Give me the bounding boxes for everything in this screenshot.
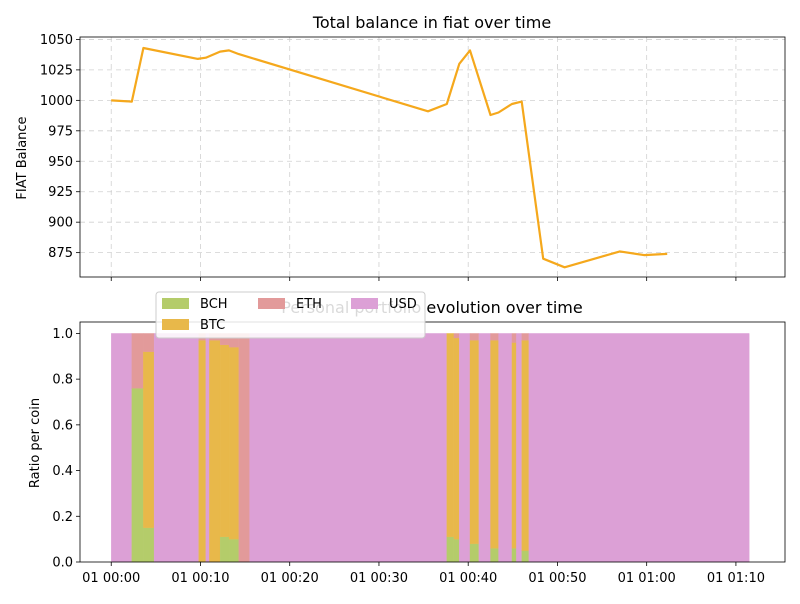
area-bch-segment-15 bbox=[470, 544, 479, 562]
area-eth-segment-9 bbox=[239, 333, 250, 562]
area-usd-segment-16 bbox=[479, 333, 491, 562]
area-usd-segment-10 bbox=[250, 333, 428, 562]
portfolio-xtick-label-2: 01 00:20 bbox=[261, 571, 319, 586]
area-eth-segment-15 bbox=[470, 333, 479, 340]
balance-y-axis-label: FIAT Balance bbox=[15, 116, 30, 199]
area-btc-segment-4 bbox=[199, 340, 206, 562]
balance-line-chart: Total balance in fiat over time FIAT Bal… bbox=[15, 13, 785, 281]
area-usd-segment-11 bbox=[428, 333, 447, 562]
balance-ytick-label-0: 875 bbox=[48, 246, 73, 261]
area-bch-segment-7 bbox=[220, 537, 229, 562]
area-eth-segment-17 bbox=[491, 333, 499, 340]
balance-x-ticks bbox=[111, 277, 736, 281]
legend-swatch-bch bbox=[162, 298, 189, 309]
area-bch-segment-19 bbox=[512, 548, 516, 562]
balance-ytick-label-1: 900 bbox=[48, 216, 73, 231]
legend-swatch-eth bbox=[258, 298, 285, 309]
area-bch-segment-13 bbox=[454, 539, 459, 562]
area-btc-segment-2 bbox=[143, 352, 154, 528]
balance-gridlines bbox=[80, 37, 785, 277]
balance-y-ticks: 875 900 925 950 975 1000 1025 1050 bbox=[40, 33, 80, 261]
legend-swatch-btc bbox=[162, 319, 189, 330]
area-btc-segment-21 bbox=[522, 340, 529, 550]
area-eth-segment-21 bbox=[522, 333, 529, 340]
area-bch-segment-2 bbox=[143, 528, 154, 562]
area-btc-segment-8 bbox=[229, 347, 239, 539]
legend-swatch-usd bbox=[351, 298, 378, 309]
area-eth-segment-19 bbox=[512, 333, 516, 342]
balance-plot-frame bbox=[80, 37, 785, 277]
area-btc-segment-7 bbox=[220, 345, 229, 537]
area-usd-segment-3 bbox=[154, 333, 199, 562]
legend-label-eth: ETH bbox=[296, 297, 322, 312]
legend-label-btc: BTC bbox=[200, 318, 225, 333]
area-btc-segment-12 bbox=[447, 333, 454, 536]
portfolio-area-layer bbox=[111, 333, 749, 562]
area-btc-segment-13 bbox=[454, 338, 459, 539]
balance-chart-title: Total balance in fiat over time bbox=[312, 13, 551, 32]
area-bch-segment-12 bbox=[447, 537, 454, 562]
portfolio-ytick-label-5: 1.0 bbox=[52, 327, 73, 342]
balance-ytick-label-3: 950 bbox=[48, 155, 73, 170]
area-eth-segment-1 bbox=[132, 333, 144, 388]
portfolio-xtick-label-1: 01 00:10 bbox=[171, 571, 229, 586]
portfolio-ytick-label-4: 0.8 bbox=[52, 373, 73, 388]
area-bch-segment-17 bbox=[491, 548, 499, 562]
portfolio-xtick-label-6: 01 01:00 bbox=[618, 571, 676, 586]
portfolio-ytick-label-1: 0.2 bbox=[52, 510, 73, 525]
portfolio-x-ticks: 01 00:00 01 00:10 01 00:20 01 00:30 01 00:40… bbox=[82, 562, 765, 586]
portfolio-ytick-label-3: 0.6 bbox=[52, 418, 73, 433]
area-bch-segment-21 bbox=[522, 551, 529, 562]
area-btc-segment-15 bbox=[470, 340, 479, 543]
balance-ytick-label-4: 975 bbox=[48, 124, 73, 139]
area-usd-segment-18 bbox=[499, 333, 512, 562]
area-btc-segment-17 bbox=[491, 340, 499, 548]
area-btc-segment-6 bbox=[209, 340, 220, 562]
area-usd-segment-5 bbox=[206, 333, 210, 562]
portfolio-legend: BCH BTC ETH USD bbox=[156, 292, 425, 338]
portfolio-xtick-label-5: 01 00:50 bbox=[528, 571, 586, 586]
area-usd-segment-14 bbox=[459, 333, 470, 562]
area-bch-segment-8 bbox=[229, 539, 239, 562]
portfolio-ytick-label-0: 0.0 bbox=[52, 556, 73, 571]
area-eth-segment-13 bbox=[454, 333, 459, 338]
area-usd-segment-22 bbox=[529, 333, 749, 562]
balance-series-layer bbox=[111, 48, 667, 267]
balance-series-line-0 bbox=[111, 48, 667, 267]
portfolio-ytick-label-2: 0.4 bbox=[52, 464, 73, 479]
portfolio-xtick-label-3: 01 00:30 bbox=[350, 571, 408, 586]
balance-ytick-label-7: 1050 bbox=[40, 33, 73, 48]
portfolio-xtick-label-4: 01 00:40 bbox=[439, 571, 497, 586]
balance-ytick-label-5: 1000 bbox=[40, 94, 73, 109]
area-btc-segment-19 bbox=[512, 343, 516, 549]
area-usd-segment-20 bbox=[516, 333, 521, 562]
legend-label-usd: USD bbox=[389, 297, 417, 312]
portfolio-area-chart: Personal portfolio evolution over time R… bbox=[28, 298, 785, 586]
area-eth-segment-2 bbox=[143, 333, 154, 351]
portfolio-y-axis-label: Ratio per coin bbox=[28, 398, 43, 488]
area-usd-segment-0 bbox=[111, 333, 132, 562]
portfolio-y-ticks: 0.0 0.2 0.4 0.6 0.8 1.0 bbox=[52, 327, 80, 571]
legend-label-bch: BCH bbox=[200, 297, 228, 312]
legend-box bbox=[156, 292, 425, 338]
portfolio-xtick-label-0: 01 00:00 bbox=[82, 571, 140, 586]
area-bch-segment-1 bbox=[132, 388, 144, 562]
balance-ytick-label-2: 925 bbox=[48, 185, 73, 200]
portfolio-xtick-label-7: 01 01:10 bbox=[707, 571, 765, 586]
balance-ytick-label-6: 1025 bbox=[40, 63, 73, 78]
